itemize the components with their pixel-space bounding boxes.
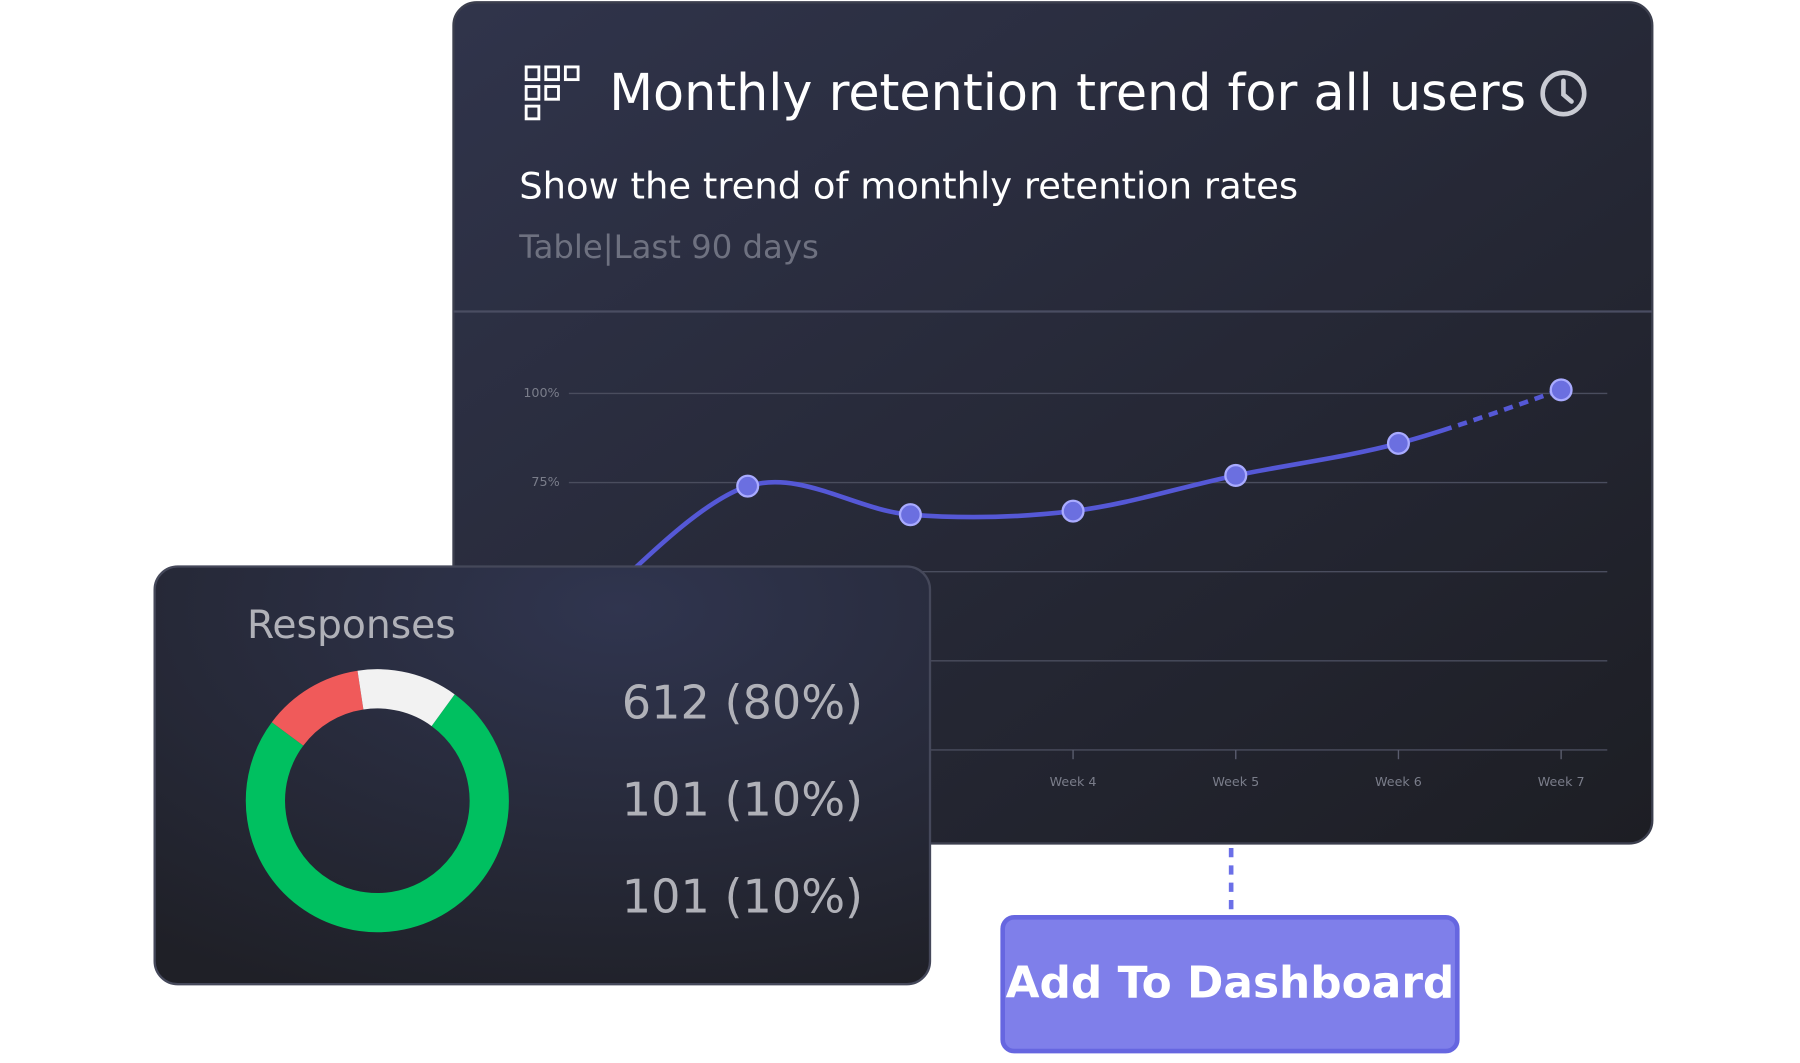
point <box>736 474 760 498</box>
point <box>1386 431 1410 455</box>
card-subtitle: Show the trend of monthly retention rate… <box>519 165 1298 208</box>
point <box>1549 378 1573 402</box>
history-icon[interactable] <box>1540 70 1587 117</box>
value-label: 612 (80%) <box>622 676 863 730</box>
y-tick-label: 100% <box>523 385 559 400</box>
donut-segment <box>245 694 509 933</box>
x-tick-label: Week 6 <box>1375 774 1422 789</box>
add-button[interactable] <box>1000 914 1460 1054</box>
add-button-group: Add To Dashboard <box>1000 848 1460 1054</box>
card-title: Monthly retention trend for all users <box>609 63 1526 122</box>
value-label: 101 (10%) <box>622 869 863 923</box>
point <box>1224 463 1248 487</box>
grid-icon <box>524 65 580 121</box>
add-button-label[interactable]: Add To Dashboard <box>1006 957 1455 1008</box>
donut-card: Responses 612 (80%) 101 (10%) 101 (10%) <box>153 565 932 986</box>
x-tick-label: Week 4 <box>1050 774 1097 789</box>
value-label: 101 (10%) <box>622 773 863 827</box>
card-background <box>153 565 932 986</box>
donut-segment <box>271 670 365 747</box>
donut-segment <box>357 669 455 727</box>
donut-title: Responses <box>247 603 456 648</box>
x-tick-label: Week 5 <box>1212 774 1259 789</box>
x-tick-label: Week 7 <box>1538 774 1585 789</box>
point <box>1061 499 1085 523</box>
y-tick-label: 75% <box>531 474 559 489</box>
point <box>898 503 922 527</box>
card-meta: Table|Last 90 days <box>518 228 819 266</box>
